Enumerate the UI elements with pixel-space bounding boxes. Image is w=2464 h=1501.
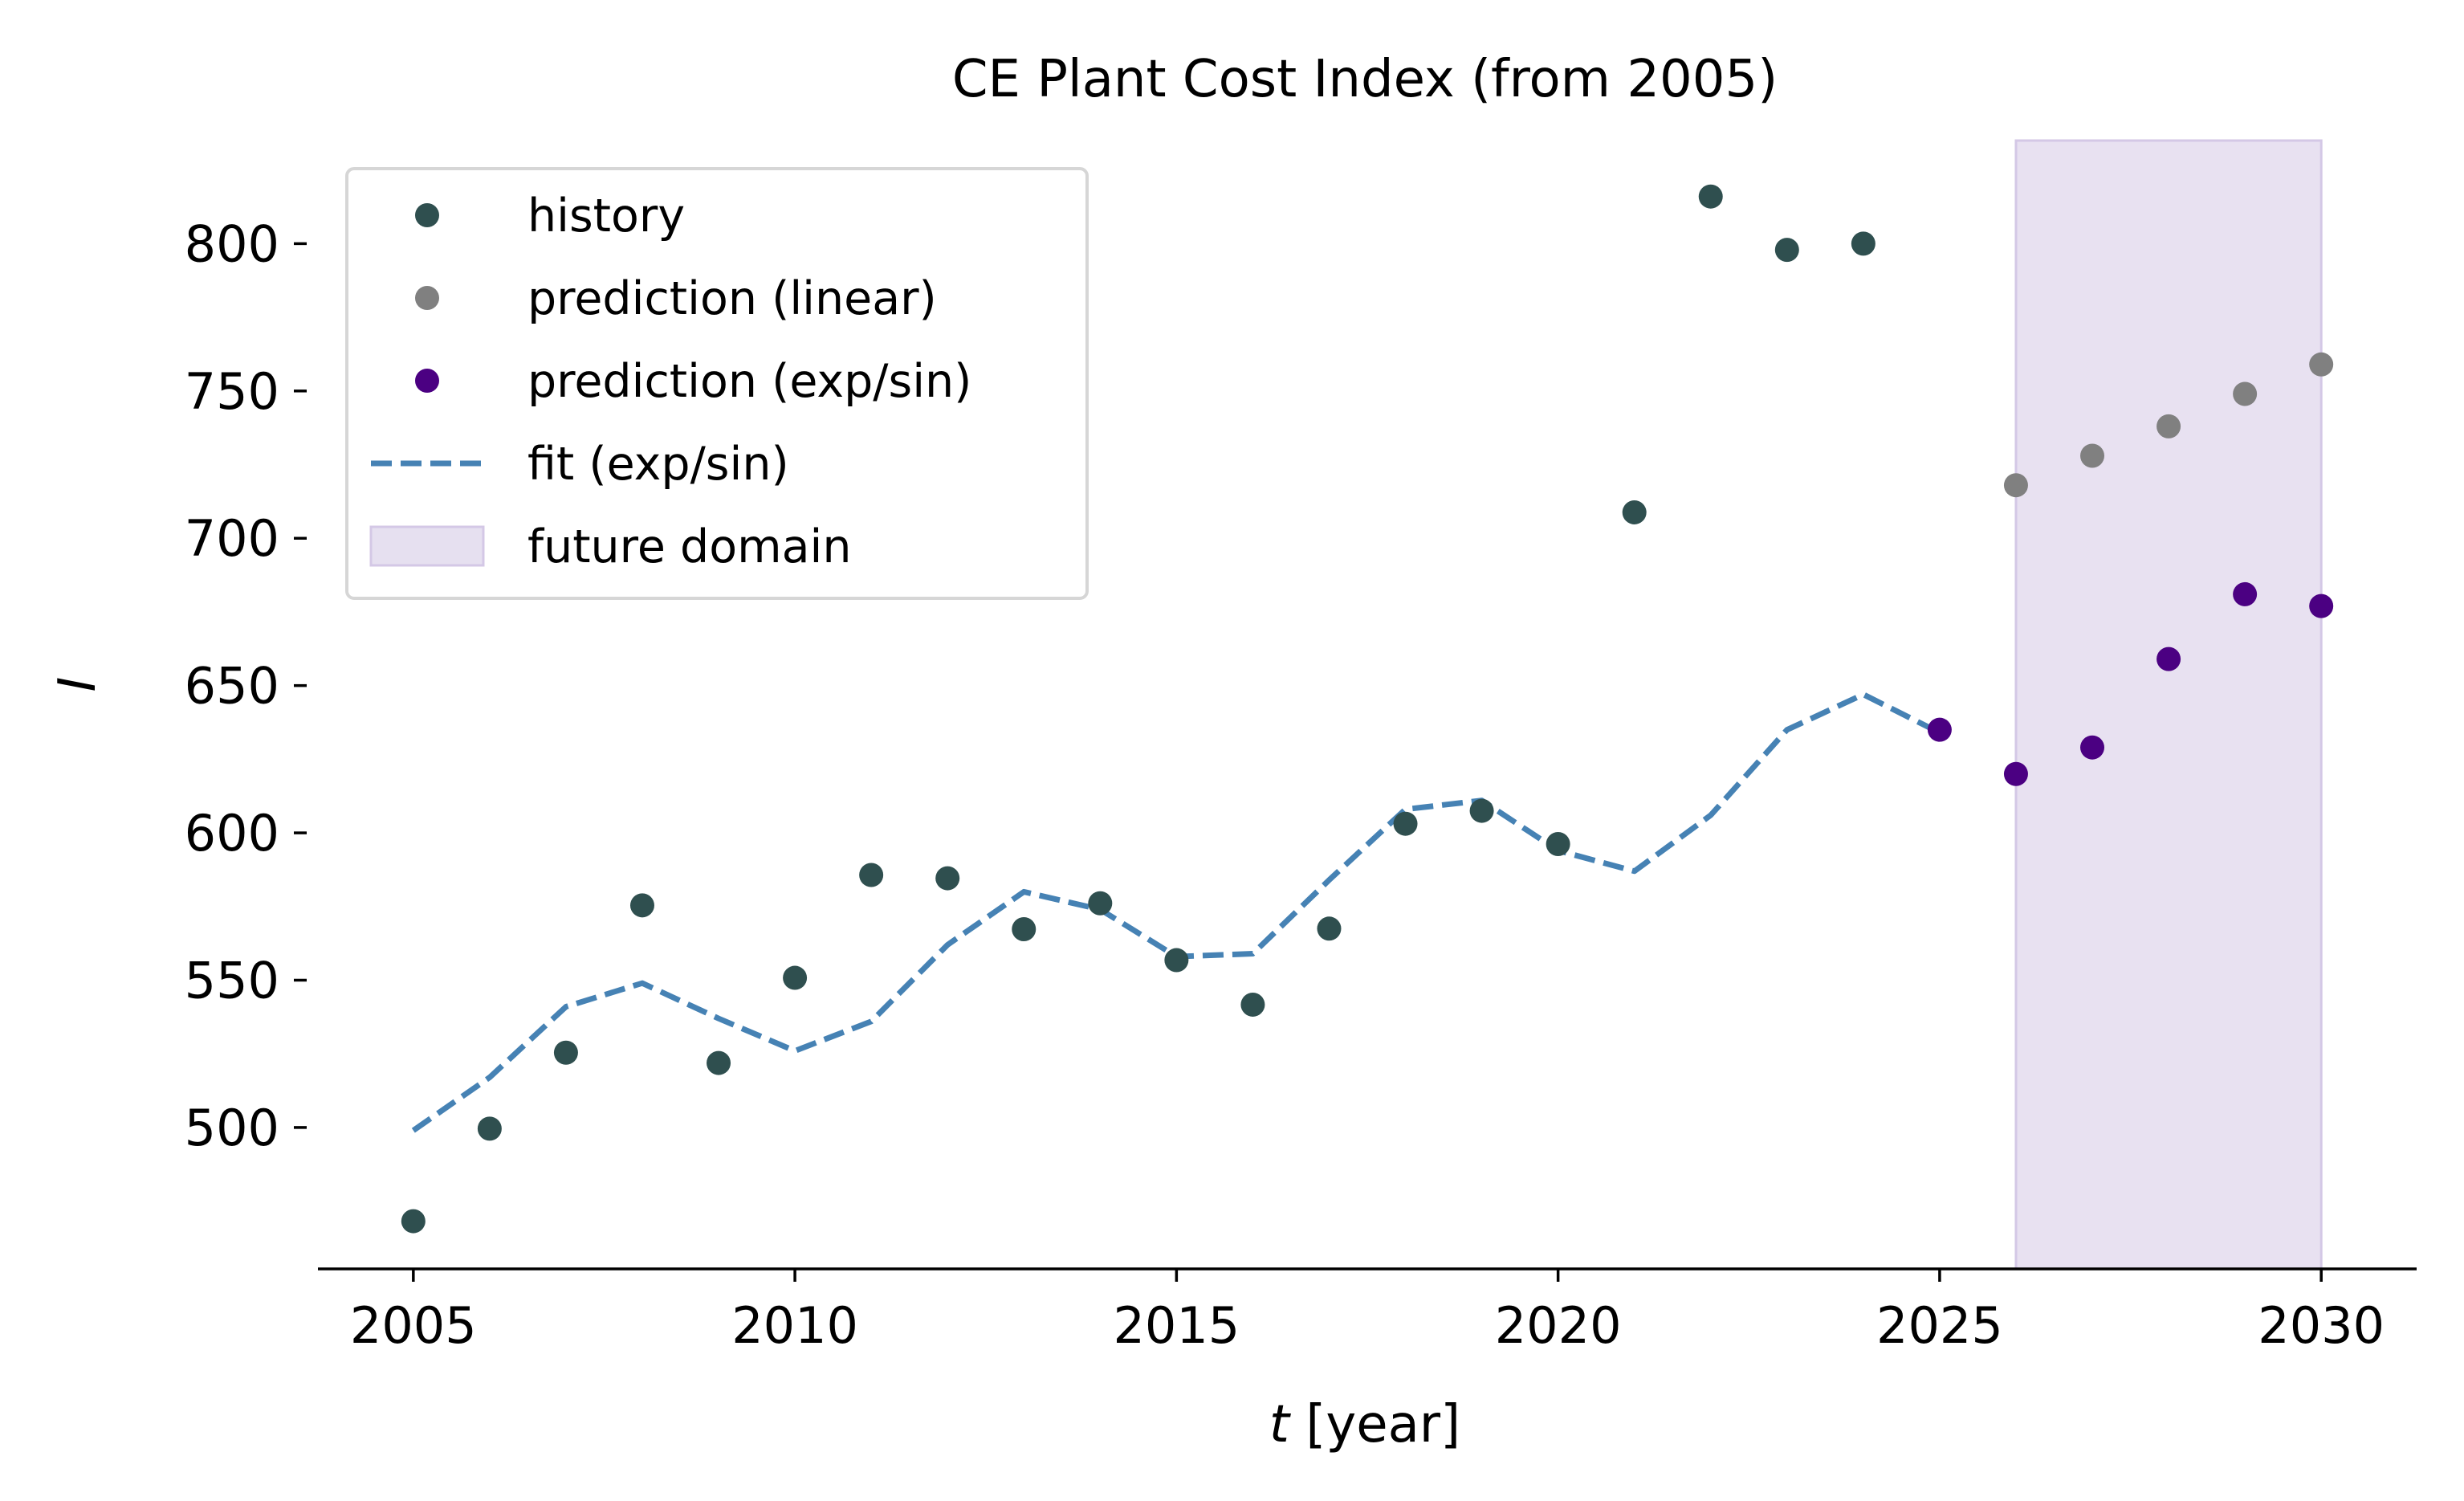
point-prediction-exp-sin [1927, 717, 1952, 742]
point-history [1317, 916, 1342, 941]
point-prediction-linear [2233, 381, 2258, 406]
point-history [1851, 231, 1875, 256]
legend-label: prediction (exp/sin) [527, 355, 971, 408]
point-history [1546, 832, 1570, 857]
future-domain-region [2014, 139, 2323, 1271]
point-prediction-linear [2003, 473, 2028, 498]
y-tick-label: 500 [185, 1099, 279, 1157]
y-tick-label: 700 [185, 509, 279, 568]
legend-label: prediction (linear) [527, 272, 937, 325]
point-history [707, 1050, 731, 1075]
point-history [1774, 238, 1799, 263]
y-axis-label: I [48, 677, 108, 692]
point-history [1622, 500, 1647, 524]
x-tick-label: 2015 [1113, 1296, 1240, 1355]
x-axis-label-var: t [1269, 1395, 1292, 1454]
y-tick-label: 650 [185, 657, 279, 716]
y-tick-label: 800 [185, 214, 279, 273]
legend-marker [415, 203, 439, 227]
point-prediction-exp-sin [2080, 735, 2105, 760]
legend-marker [415, 286, 439, 310]
point-prediction-linear [2157, 414, 2181, 438]
chart-title: CE Plant Cost Index (from 2005) [952, 50, 1778, 109]
point-prediction-exp-sin [2233, 581, 2258, 606]
x-tick-label: 2010 [731, 1296, 858, 1355]
legend-box [345, 167, 1089, 600]
x-axis-label: t [year] [1269, 1395, 1460, 1454]
legend-label: future domain [527, 520, 852, 573]
point-history [1393, 811, 1418, 836]
point-prediction-exp-sin [2157, 646, 2181, 671]
legend-marker [369, 525, 485, 567]
point-history [477, 1116, 502, 1141]
point-history [1698, 184, 1723, 209]
point-history [629, 893, 654, 918]
point-history [401, 1209, 426, 1234]
x-tick-label: 2020 [1495, 1296, 1622, 1355]
data-points-layer [401, 184, 2334, 1234]
point-history [783, 965, 808, 990]
point-history [1164, 948, 1189, 973]
x-tick-label: 2030 [2258, 1296, 2385, 1355]
x-ticks: 2005 2010 2015 2020 2025 2030 [350, 1269, 2385, 1355]
legend-label: fit (exp/sin) [527, 438, 789, 491]
point-history [1240, 992, 1265, 1017]
point-prediction-exp-sin [2309, 593, 2334, 618]
y-tick-label: 750 [185, 362, 279, 421]
future-domain-rect [2014, 139, 2323, 1271]
legend: history prediction (linear) prediction (ex… [345, 167, 1089, 600]
point-prediction-linear [2080, 443, 2105, 468]
legend-marker [415, 369, 439, 393]
y-ticks: 500 550 600 650 700 750 800 [185, 214, 307, 1157]
point-history [553, 1040, 578, 1065]
y-tick-label: 550 [185, 951, 279, 1010]
legend-label: history [527, 190, 685, 243]
point-history [1469, 798, 1494, 823]
point-prediction-exp-sin [2003, 761, 2028, 786]
y-tick-label: 600 [185, 804, 279, 863]
point-history [1012, 917, 1037, 942]
point-history [859, 863, 884, 887]
point-history [1088, 891, 1113, 916]
x-tick-label: 2005 [350, 1296, 477, 1355]
x-axis-label-unit: [year] [1289, 1395, 1460, 1454]
x-tick-label: 2025 [1876, 1296, 2003, 1355]
point-history [935, 866, 960, 891]
point-prediction-linear [2309, 352, 2334, 377]
